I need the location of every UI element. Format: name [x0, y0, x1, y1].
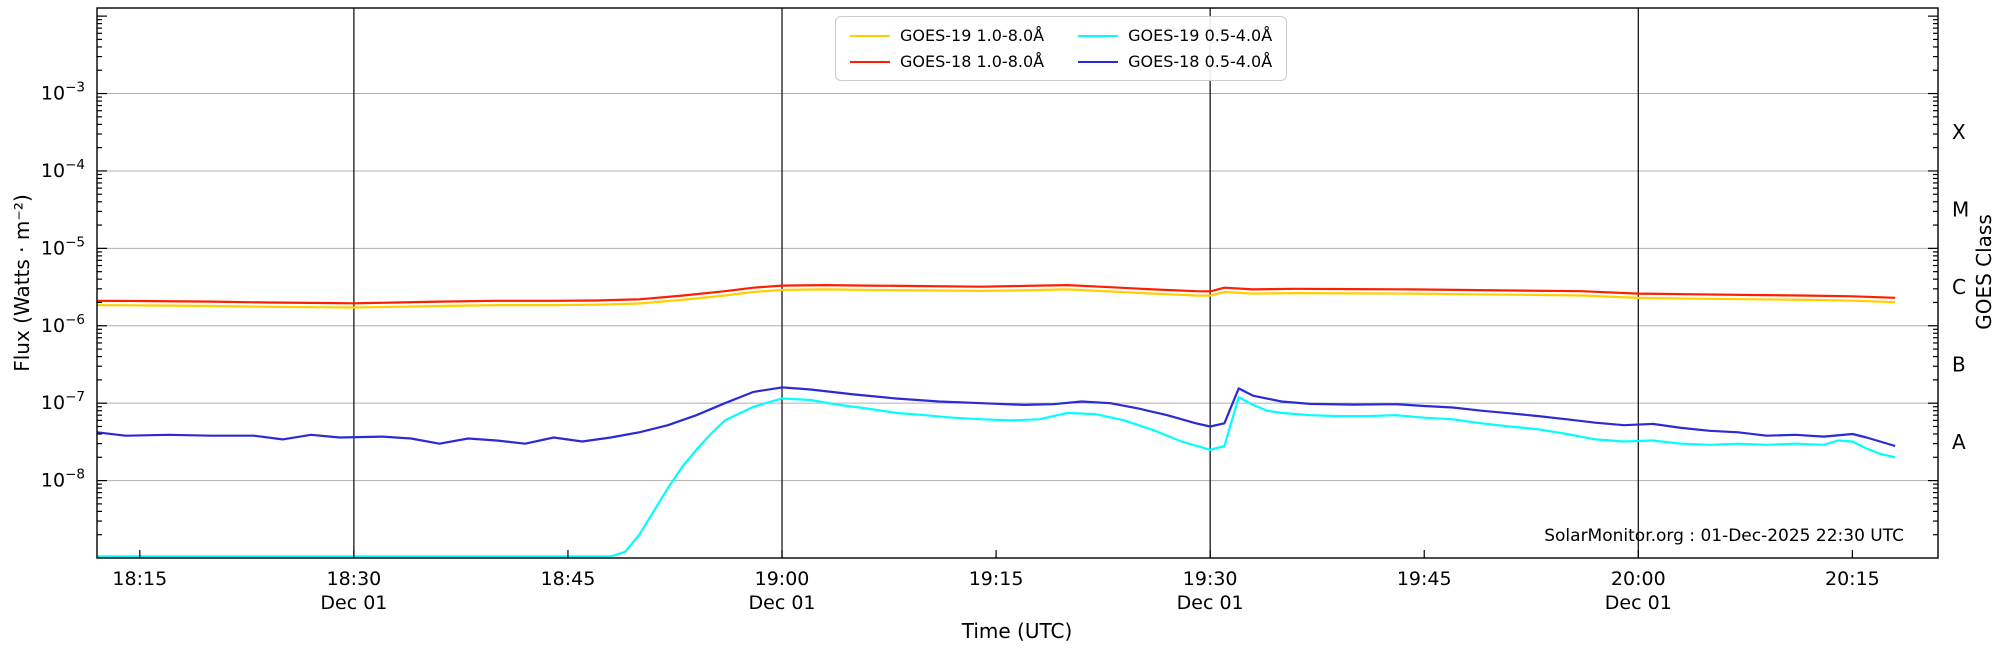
- x-tick-sublabel: Dec 01: [1177, 592, 1244, 614]
- gridlines: [97, 93, 1938, 482]
- series-GOES-18 0.5-4.0Å: [96, 386, 1896, 448]
- x-tick-label: 18:45: [541, 568, 596, 590]
- y-tick-label: 10−3: [41, 80, 85, 105]
- class-label-M: M: [1952, 198, 1969, 222]
- series-GOES-19 0.5-4.0Å: [97, 396, 1896, 558]
- x-tick-label: 19:15: [969, 568, 1024, 590]
- y-tick-label: 10−4: [41, 157, 85, 182]
- legend-line-swatch: [850, 60, 890, 63]
- goes-class-labels: X M C B A: [1952, 120, 1969, 454]
- class-label-C: C: [1952, 275, 1966, 299]
- legend-line-swatch: [1078, 34, 1119, 37]
- y-axis-title-left: Flux (Watts · m⁻²): [10, 194, 34, 372]
- x-tick-sublabel: Dec 01: [320, 592, 387, 614]
- class-label-X: X: [1952, 120, 1966, 144]
- x-tick-label: 18:30: [327, 568, 382, 590]
- legend-item: GOES-19 1.0-8.0Å: [850, 26, 1044, 45]
- x-tick-label: 19:00: [755, 568, 810, 590]
- legend-line-swatch: [1078, 60, 1119, 63]
- y-tick-label: 10−8: [41, 467, 85, 492]
- x-tick-sublabel: Dec 01: [1605, 592, 1672, 614]
- series-lines: [96, 284, 1896, 558]
- legend-label: GOES-19 0.5-4.0Å: [1128, 26, 1273, 45]
- x-axis-title: Time (UTC): [961, 619, 1073, 643]
- legend-item: GOES-19 0.5-4.0Å: [1078, 26, 1272, 45]
- axis-ticks: [97, 15, 1938, 558]
- legend: GOES-19 1.0-8.0Å GOES-18 1.0-8.0Å GOES-19 …: [835, 16, 1288, 81]
- legend-item: GOES-18 0.5-4.0Å: [1078, 52, 1272, 71]
- y-tick-label: 10−6: [41, 312, 85, 337]
- x-tick-label: 20:00: [1611, 568, 1666, 590]
- legend-label: GOES-18 1.0-8.0Å: [900, 52, 1045, 71]
- series-GOES-19 1.0-8.0Å: [96, 288, 1896, 309]
- day-marker-lines: [353, 8, 1639, 558]
- legend-label: GOES-19 1.0-8.0Å: [900, 26, 1045, 45]
- legend-item: GOES-18 1.0-8.0Å: [850, 52, 1044, 71]
- x-tick-label: 19:30: [1183, 568, 1238, 590]
- y-tick-label: 10−5: [41, 234, 85, 259]
- series-GOES-18 1.0-8.0Å: [96, 284, 1896, 305]
- class-label-B: B: [1952, 352, 1966, 376]
- y-tick-labels: 10−3 10−4 10−5 10−6 10−7 10−8: [41, 80, 85, 492]
- legend-line-swatch: [850, 34, 890, 37]
- class-label-A: A: [1952, 430, 1966, 454]
- y-tick-label: 10−7: [41, 389, 85, 414]
- watermark-text: SolarMonitor.org : 01-Dec-2025 22:30 UTC: [1544, 526, 1904, 546]
- x-tick-label: 20:15: [1825, 568, 1880, 590]
- x-tick-label: 18:15: [112, 568, 167, 590]
- y-axis-title-right: GOES Class: [1972, 214, 1996, 330]
- x-tick-sublabel: Dec 01: [749, 592, 816, 614]
- legend-label: GOES-18 0.5-4.0Å: [1128, 52, 1273, 71]
- x-tick-label: 19:45: [1397, 568, 1452, 590]
- plot-border: [96, 7, 1939, 559]
